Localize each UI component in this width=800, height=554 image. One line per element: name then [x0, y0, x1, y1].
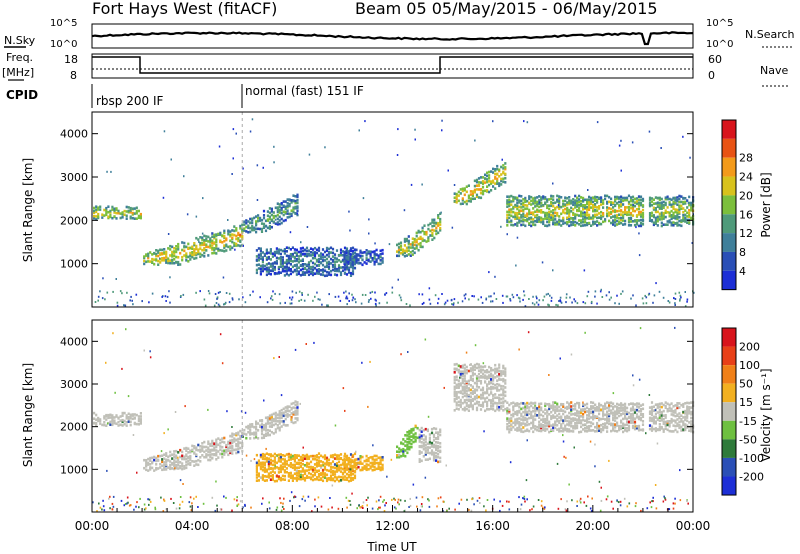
freq-unit: [MHz]: [2, 66, 34, 79]
colorbar-tick: 8: [739, 246, 746, 259]
cpid-bar: CPID rbsp 200 IF normal (fast) 151 IF: [6, 84, 364, 108]
colorbar-segment: [722, 251, 736, 271]
velocity-data: [92, 320, 695, 513]
ytick-label: 1000: [60, 258, 88, 271]
power-data: [93, 112, 695, 308]
plot-title: Fort Hays West (fitACF): [92, 0, 277, 18]
ytick-label: 3000: [60, 378, 88, 391]
nave-label: Nave: [760, 64, 788, 77]
freq-tick-bottom: 8: [70, 69, 77, 82]
cpid-mode-2: normal (fast) 151 IF: [245, 84, 364, 98]
velocity-colorbar: 200 100 50 15 -15 -50 -100 -200: [721, 327, 764, 496]
xtick-label: 04:00: [175, 519, 210, 533]
colorbar-segment: [722, 233, 736, 252]
colorbar-segment: [722, 476, 736, 496]
colorbar-tick: 12: [739, 227, 753, 240]
time-axis-ticks: 00:00 04:00 08:00 12:00 16:00 20:00 00:00: [75, 505, 711, 533]
nsearch-tick-bottom: 10^0: [706, 39, 733, 50]
nsearch-label: N.Search: [745, 28, 795, 41]
colorbar-segment: [722, 457, 736, 477]
power-colorbar-label: Power [dB]: [759, 172, 773, 237]
colorbar-segment: [722, 214, 736, 234]
nave-tick-top: 60: [708, 53, 722, 66]
colorbar-tick: 24: [739, 171, 753, 184]
colorbar-tick: 16: [739, 208, 753, 221]
velocity-ylabel: Slant Range [km]: [21, 363, 35, 467]
colorbar-tick: 4: [739, 265, 746, 278]
plot-subtitle: Beam 05 05/May/2015 - 06/May/2015: [355, 0, 658, 18]
colorbar-segment: [722, 383, 736, 403]
xtick-label: 20:00: [576, 519, 611, 533]
ytick-label: 1000: [60, 463, 88, 476]
ytick-label: 4000: [60, 335, 88, 348]
freq-trace: [92, 56, 693, 74]
colorbar-segment: [722, 176, 736, 196]
xtick-label: 16:00: [475, 519, 510, 533]
colorbar-segment: [722, 195, 736, 215]
ytick-label: 2000: [60, 421, 88, 434]
ytick-label: 2000: [60, 214, 88, 227]
colorbar-segment: [722, 420, 736, 440]
colorbar-tick: 20: [739, 189, 753, 202]
colorbar-segment: [722, 157, 736, 177]
velocity-yticks: 1000 2000 3000 4000: [60, 335, 693, 476]
colorbar-tick: 15: [739, 396, 753, 409]
velocity-colorbar-label: Velocity [m s⁻¹]: [759, 368, 773, 461]
xtick-label: 00:00: [75, 519, 110, 533]
nsearch-tick-top: 10^5: [706, 18, 733, 29]
power-yticks: 1000 2000 3000 4000: [60, 128, 693, 271]
power-colorbar: 4 8 12 16 20 24 28: [721, 119, 753, 291]
xtick-label: 00:00: [676, 519, 711, 533]
colorbar-segment: [722, 402, 736, 421]
colorbar-segment: [722, 328, 736, 347]
power-panel: 1000 2000 3000 4000 Slant Range [km] 4 8 12 16…: [21, 111, 773, 308]
colorbar-tick: 100: [739, 359, 760, 372]
colorbar-segment: [722, 138, 736, 158]
nsky-trace: [91, 31, 694, 46]
colorbar-tick: 200: [739, 341, 760, 354]
cpid-mode-1: rbsp 200 IF: [96, 94, 163, 108]
time-axis-label: Time UT: [366, 540, 417, 554]
colorbar-tick: -100: [739, 452, 764, 465]
colorbar-segment: [722, 365, 736, 384]
colorbar-tick: 28: [739, 152, 753, 165]
colorbar-segment: [722, 346, 736, 366]
power-ylabel: Slant Range [km]: [21, 158, 35, 262]
noise-panel: N.Sky 10^5 10^0 10^5 10^0 N.Search: [4, 18, 795, 50]
colorbar-segment: [722, 120, 736, 139]
freq-tick-top: 18: [64, 53, 78, 66]
freq-label: Freq.: [6, 51, 33, 64]
colorbar-tick: 50: [739, 378, 753, 391]
ytick-label: 4000: [60, 128, 88, 141]
xtick-label: 08:00: [275, 519, 310, 533]
colorbar-segment: [722, 270, 736, 290]
cpid-label: CPID: [6, 88, 38, 102]
colorbar-segment: [722, 439, 736, 458]
nave-tick-bottom: 0: [708, 69, 715, 82]
nsky-tick-bottom: 10^0: [50, 39, 77, 50]
ytick-label: 3000: [60, 171, 88, 184]
colorbar-tick: -200: [739, 470, 764, 483]
xtick-label: 12:00: [375, 519, 410, 533]
colorbar-tick: -50: [739, 433, 757, 446]
nsky-tick-top: 10^5: [50, 18, 77, 29]
nsky-label: N.Sky: [4, 34, 36, 47]
colorbar-tick: -15: [739, 415, 757, 428]
velocity-panel: 1000 2000 3000 4000 Slant Range [km] 200 100…: [21, 319, 773, 554]
freq-panel: Freq. [MHz] 18 8 60 0 Nave: [2, 51, 788, 87]
